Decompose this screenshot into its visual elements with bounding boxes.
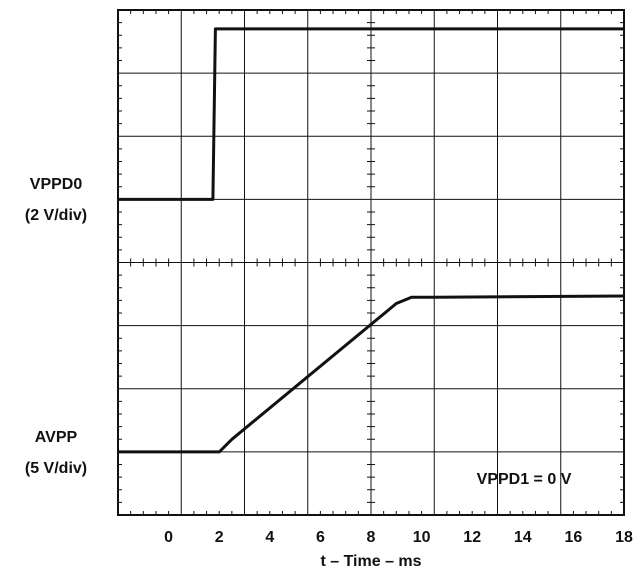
- x-tick-label: 2: [215, 529, 224, 546]
- x-tick-labels: 0 2 4 6 8 10 12 14 16 18: [164, 529, 633, 546]
- panel-label-avpp: AVPP: [35, 429, 78, 446]
- panel-label-vppd0: VPPD0: [30, 176, 83, 193]
- x-tick-label: 14: [514, 529, 532, 546]
- plot-border: [117, 9, 625, 516]
- traces: [118, 27, 625, 454]
- x-tick-label: 16: [565, 529, 583, 546]
- x-tick-label: 12: [463, 529, 481, 546]
- x-tick-label: 6: [316, 529, 325, 546]
- grid-lines: [118, 10, 624, 515]
- x-tick-label: 10: [413, 529, 431, 546]
- trace-vppd0: [118, 27, 624, 201]
- panel-scale-avpp: (5 V/div): [25, 460, 87, 477]
- panel-scale-vppd0: (2 V/div): [25, 207, 87, 224]
- annotation-vppd1: VPPD1 = 0 V: [477, 471, 572, 488]
- trace-avpp: [118, 294, 625, 454]
- x-tick-label: 4: [265, 529, 274, 546]
- x-axis-label: t – Time – ms: [320, 553, 421, 570]
- x-tick-label: 18: [615, 529, 633, 546]
- x-tick-label: 8: [367, 529, 376, 546]
- x-tick-label: 0: [164, 529, 173, 546]
